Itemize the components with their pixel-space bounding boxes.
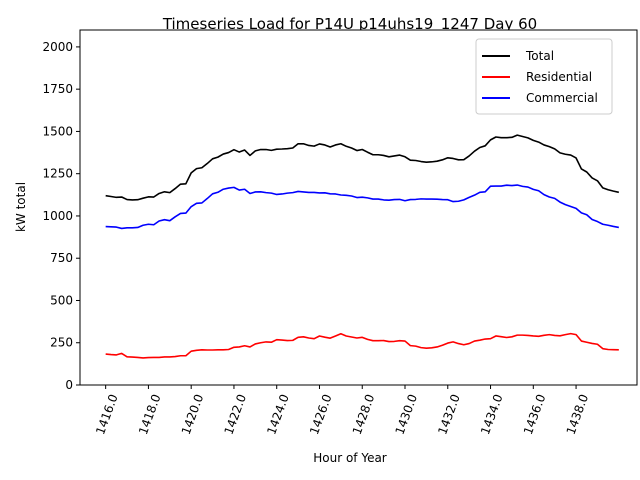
y-tick-label: 1750	[42, 82, 73, 96]
x-tick-label: 1418.0	[136, 392, 164, 436]
x-tick-label: 1436.0	[521, 392, 549, 436]
y-tick-label: 750	[50, 251, 73, 265]
legend-label-total: Total	[525, 49, 554, 63]
series-line-commercial	[105, 184, 619, 230]
legend-box	[475, 38, 613, 115]
x-axis: 1416.0 1418.0 1420.0 1422.0 1424.0 1426.0 1428…	[93, 385, 591, 437]
y-tick-label: 250	[50, 336, 73, 350]
x-tick-label: 1432.0	[435, 392, 463, 436]
series-line-residential	[105, 332, 619, 359]
x-tick-label: 1428.0	[350, 392, 378, 436]
x-tick-label: 1434.0	[478, 392, 506, 436]
chart-title: Timeseries Load for P14U p14uhs19_1247 D…	[162, 15, 537, 34]
y-tick-label: 2000	[42, 40, 73, 54]
series-line-total	[105, 134, 620, 201]
series-layer	[105, 134, 620, 359]
y-tick-label: 1250	[42, 167, 73, 181]
x-tick-label: 1424.0	[264, 392, 292, 436]
y-tick-label: 0	[65, 378, 73, 392]
legend-label-commercial: Commercial	[526, 91, 598, 105]
x-tick-label: 1422.0	[222, 392, 250, 436]
x-tick-label: 1438.0	[564, 392, 592, 436]
y-axis-label: kW total	[14, 182, 28, 232]
x-tick-label: 1420.0	[179, 392, 207, 436]
y-tick-label: 1000	[42, 209, 73, 223]
x-tick-label: 1430.0	[393, 392, 421, 436]
plot-frame	[79, 29, 638, 386]
x-tick-label: 1416.0	[93, 392, 121, 436]
legend: Total Residential Commercial	[475, 38, 613, 115]
y-tick-label: 500	[50, 293, 73, 307]
legend-items: Total Residential Commercial	[482, 49, 598, 105]
y-tick-label: 1500	[42, 124, 73, 138]
legend-label-residential: Residential	[526, 70, 592, 84]
x-tick-label: 1426.0	[307, 392, 335, 436]
x-axis-label: Hour of Year	[313, 451, 387, 465]
y-axis: 0 250 500 750 1000 1250 1500 1750 2000	[42, 40, 80, 392]
